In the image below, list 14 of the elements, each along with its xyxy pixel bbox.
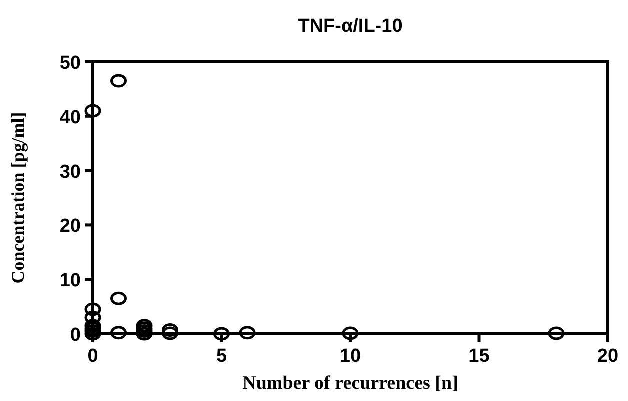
x-axis-title: Number of recurrences [n] bbox=[242, 373, 458, 394]
y-tick-label: 20 bbox=[60, 216, 81, 238]
y-tick-label: 0 bbox=[70, 325, 81, 346]
x-tick-label: 10 bbox=[340, 346, 362, 367]
x-tick-label: 20 bbox=[597, 346, 619, 367]
x-tick-label: 15 bbox=[468, 346, 490, 367]
y-axis-title: Concentration [pg/ml] bbox=[8, 112, 28, 284]
x-tick-label: 5 bbox=[216, 346, 228, 367]
x-tick-label: 0 bbox=[88, 346, 98, 367]
y-tick-label: 40 bbox=[60, 107, 81, 128]
chart-title: TNF-α/IL-10 bbox=[298, 16, 403, 37]
y-tick-label: 30 bbox=[60, 162, 81, 183]
y-tick-label: 10 bbox=[60, 270, 81, 292]
y-tick-label: 50 bbox=[60, 53, 81, 74]
